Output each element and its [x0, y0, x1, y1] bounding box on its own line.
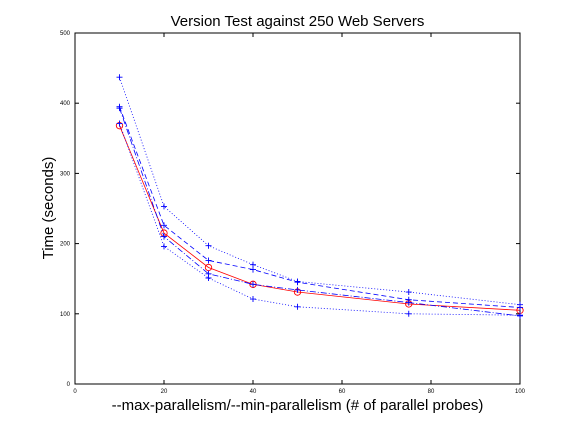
data-point	[161, 243, 167, 250]
y-tick-label: 500	[60, 31, 71, 37]
x-axis-label: --max-parallelism/--min-parallelism (# o…	[112, 397, 484, 414]
data-point	[294, 286, 301, 293]
data-point	[294, 279, 301, 286]
series-5	[116, 120, 523, 319]
data-point	[517, 304, 523, 311]
data-point	[294, 303, 301, 310]
data-point	[205, 257, 212, 264]
x-axis: 0 20 40 60 80 100	[73, 33, 526, 395]
data-point	[116, 74, 123, 81]
x-tick-label: 100	[515, 389, 526, 395]
y-tick-label: 300	[60, 171, 71, 177]
data-point	[250, 296, 256, 303]
data-point	[116, 105, 123, 112]
y-tick-label: 200	[60, 242, 71, 248]
data-point	[204, 263, 213, 272]
x-tick-label: 80	[428, 389, 435, 395]
plot-area	[74, 32, 521, 385]
x-tick-label: 40	[250, 389, 257, 395]
data-point	[250, 281, 256, 288]
data-point	[405, 310, 412, 317]
x-tick-label: 20	[161, 389, 168, 395]
y-axis-label: Time (seconds)	[40, 157, 57, 260]
data-point	[161, 233, 167, 240]
data-point	[161, 222, 167, 229]
y-tick-label: 100	[60, 312, 71, 318]
data-point	[405, 289, 412, 296]
data-point	[161, 203, 167, 210]
x-tick-label: 60	[339, 389, 346, 395]
data-point	[205, 242, 212, 249]
chart-title: Version Test against 250 Web Servers	[171, 13, 425, 30]
series-4	[116, 105, 523, 319]
data-point	[205, 274, 212, 281]
data-point	[116, 120, 123, 127]
y-tick-label: 0	[67, 382, 71, 388]
y-tick-label: 400	[60, 101, 71, 107]
data-point	[405, 299, 412, 306]
x-tick-label: 0	[73, 389, 77, 395]
data-point	[517, 312, 523, 319]
data-point	[250, 266, 256, 273]
series-layer	[115, 74, 524, 319]
data-point	[249, 280, 257, 288]
